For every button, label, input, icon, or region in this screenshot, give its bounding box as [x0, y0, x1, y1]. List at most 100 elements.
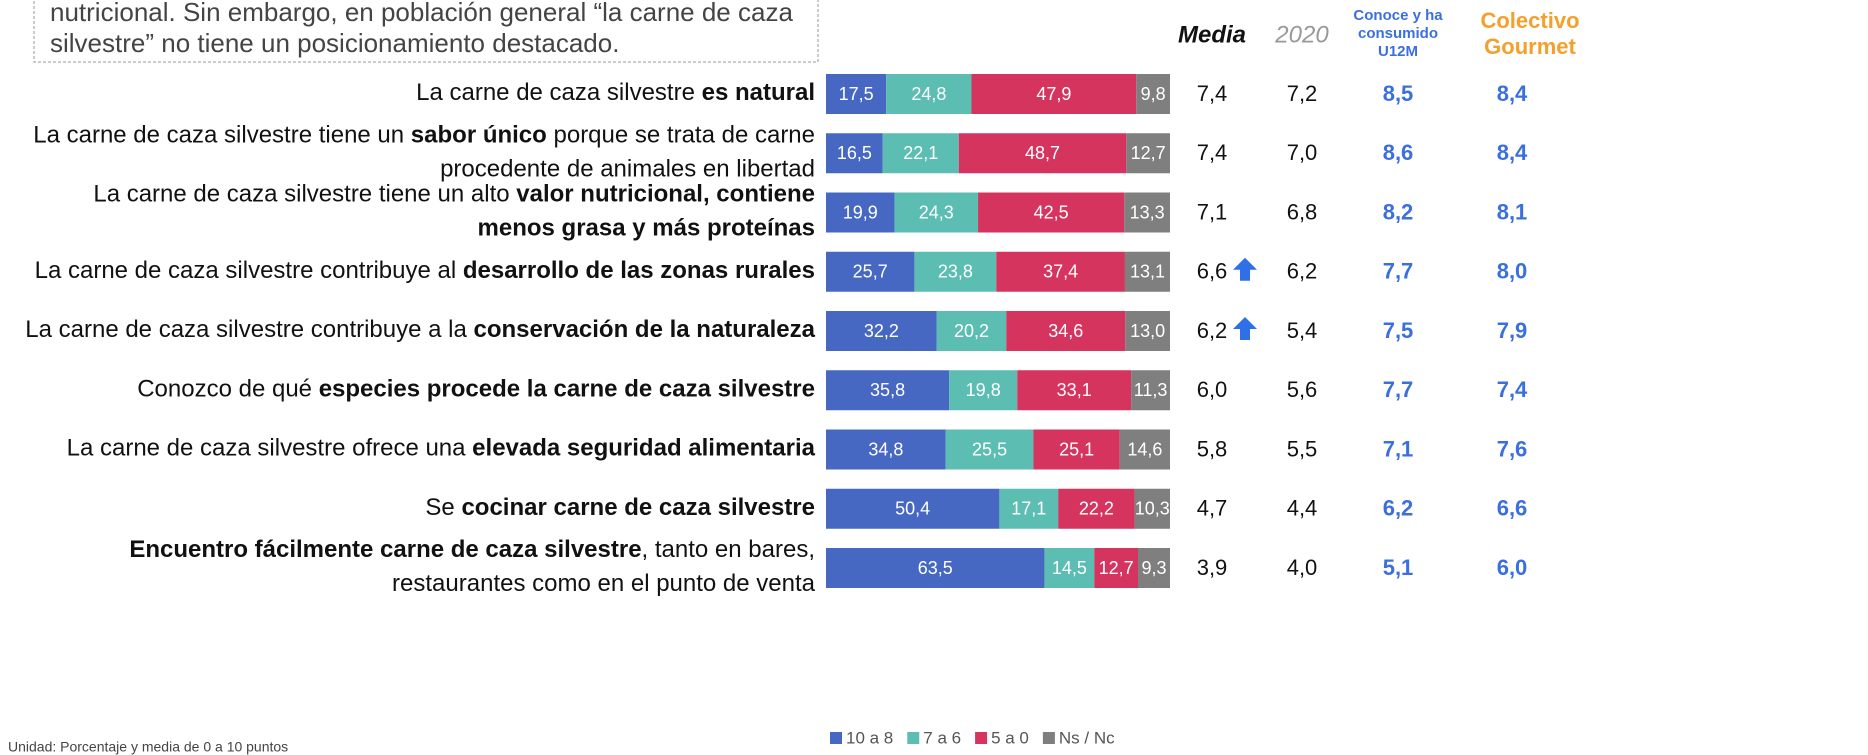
value-label: 9,8 — [1141, 84, 1166, 104]
value-label: 50,4 — [895, 499, 930, 519]
label-part: La carne de caza silvestre ofrece una — [67, 435, 473, 462]
bar-segment — [826, 133, 883, 174]
column-value: 7,1 — [1383, 436, 1414, 461]
label-part: La carne de caza silvestre — [416, 79, 701, 106]
label-part: Se — [425, 494, 461, 521]
label-part: sabor único — [411, 122, 547, 149]
column-value: 7,6 — [1497, 436, 1528, 461]
legend-swatch — [975, 732, 988, 744]
value-label: 37,4 — [1043, 262, 1078, 282]
bar-segment — [945, 429, 1034, 470]
value-label: 24,3 — [919, 202, 954, 222]
column-header: Colectivo — [1480, 8, 1579, 33]
column-value: 7,9 — [1497, 318, 1528, 343]
bar-segment — [1094, 548, 1139, 588]
label-part: desarrollo de las zonas rurales — [463, 257, 815, 284]
label-part: Encuentro fácilmente carne de caza silve… — [129, 536, 641, 563]
column-value: 7,2 — [1287, 81, 1318, 106]
column-value: 8,6 — [1383, 140, 1414, 165]
value-label: 17,1 — [1011, 499, 1046, 519]
legend-label: 5 a 0 — [991, 728, 1029, 747]
value-label: 13,1 — [1130, 262, 1165, 282]
value-label: 19,8 — [966, 380, 1001, 400]
column-value: 4,4 — [1287, 496, 1318, 521]
value-label: 24,8 — [911, 84, 946, 104]
label-part: restaurantes como en el punto de venta — [392, 570, 816, 597]
label-part: porque se trata de carne — [547, 122, 815, 149]
value-label: 20,2 — [954, 321, 989, 341]
value-label: 42,5 — [1034, 202, 1069, 222]
label-part: La carne de caza silvestre tiene un alto — [93, 181, 516, 208]
label-part: valor nutricional, contiene — [516, 181, 815, 208]
column-value: 6,0 — [1497, 555, 1528, 580]
bar-segment — [826, 370, 950, 411]
category-label: menos grasa y más proteínas — [478, 215, 815, 242]
value-label: 22,1 — [903, 143, 938, 163]
value-label: 34,6 — [1048, 321, 1083, 341]
value-label: 12,7 — [1131, 143, 1166, 163]
value-label: 9,3 — [1141, 558, 1166, 578]
bar-segment — [1131, 370, 1170, 411]
column-value: 5,8 — [1197, 436, 1228, 461]
column-header: consumido — [1358, 25, 1438, 42]
legend-label: 10 a 8 — [846, 728, 893, 747]
bar-segment — [826, 192, 895, 233]
column-value: 8,1 — [1497, 199, 1528, 224]
bar-segment — [1124, 192, 1170, 233]
column-header: Gourmet — [1484, 34, 1576, 59]
value-label: 11,3 — [1134, 380, 1168, 400]
label-part: La carne de caza silvestre contribuye al — [35, 257, 463, 284]
value-label: 34,8 — [868, 439, 903, 459]
column-value: 8,2 — [1383, 199, 1414, 224]
bar-segment — [886, 74, 972, 114]
bar-segment — [826, 488, 1000, 529]
column-value: 6,6 — [1497, 496, 1528, 521]
value-label: 14,6 — [1127, 439, 1162, 459]
column-value: 5,5 — [1287, 436, 1318, 461]
bar-segment — [1017, 370, 1132, 411]
category-label: La carne de caza silvestre tiene un sabo… — [33, 122, 815, 149]
value-label: 19,9 — [843, 202, 878, 222]
value-label: 47,9 — [1036, 84, 1071, 104]
label-part: es natural — [702, 79, 815, 106]
column-value: 7,4 — [1197, 81, 1228, 106]
column-value: 6,2 — [1287, 259, 1318, 284]
column-value: 5,6 — [1287, 377, 1318, 402]
column-value: 6,6 — [1197, 259, 1228, 284]
column-header: U12M — [1378, 43, 1418, 60]
value-label: 14,5 — [1052, 558, 1087, 578]
column-value: 6,2 — [1197, 318, 1228, 343]
label-part: especies procede la carne de caza silves… — [319, 376, 815, 403]
value-label: 12,7 — [1099, 558, 1134, 578]
bar-segment — [1033, 429, 1120, 470]
bar-segment — [996, 251, 1125, 292]
column-value: 8,4 — [1497, 140, 1528, 165]
trend-arrow — [1233, 257, 1257, 281]
label-part: Conozco de qué — [137, 376, 318, 403]
label-part: La carne de caza silvestre contribuye a … — [25, 316, 473, 343]
bar-segment — [978, 192, 1125, 233]
category-label: La carne de caza silvestre es natural — [416, 79, 815, 106]
column-value: 4,7 — [1197, 496, 1228, 521]
bar-segment — [1138, 548, 1170, 588]
column-value: 7,0 — [1287, 140, 1318, 165]
legend-swatch — [1042, 732, 1055, 744]
value-label: 48,7 — [1025, 143, 1060, 163]
column-value: 8,0 — [1497, 259, 1528, 284]
bar-segment — [826, 429, 946, 470]
label-part: La carne de caza silvestre tiene un — [33, 122, 411, 149]
value-label: 13,0 — [1130, 321, 1165, 341]
legend-label: Ns / Nc — [1059, 728, 1115, 747]
column-header: 2020 — [1274, 21, 1329, 48]
column-value: 8,4 — [1497, 81, 1528, 106]
intro-line: silvestre” no tiene un posicionamiento d… — [50, 28, 619, 58]
bar-segment — [971, 74, 1137, 114]
category-label: La carne de caza silvestre contribuye a … — [25, 316, 815, 343]
bar-segment — [1134, 488, 1170, 529]
bar-segment — [936, 311, 1007, 351]
legend-label: 7 a 6 — [923, 728, 961, 747]
bar-segment — [826, 311, 937, 351]
column-value: 7,7 — [1383, 377, 1414, 402]
value-label: 25,1 — [1059, 439, 1094, 459]
